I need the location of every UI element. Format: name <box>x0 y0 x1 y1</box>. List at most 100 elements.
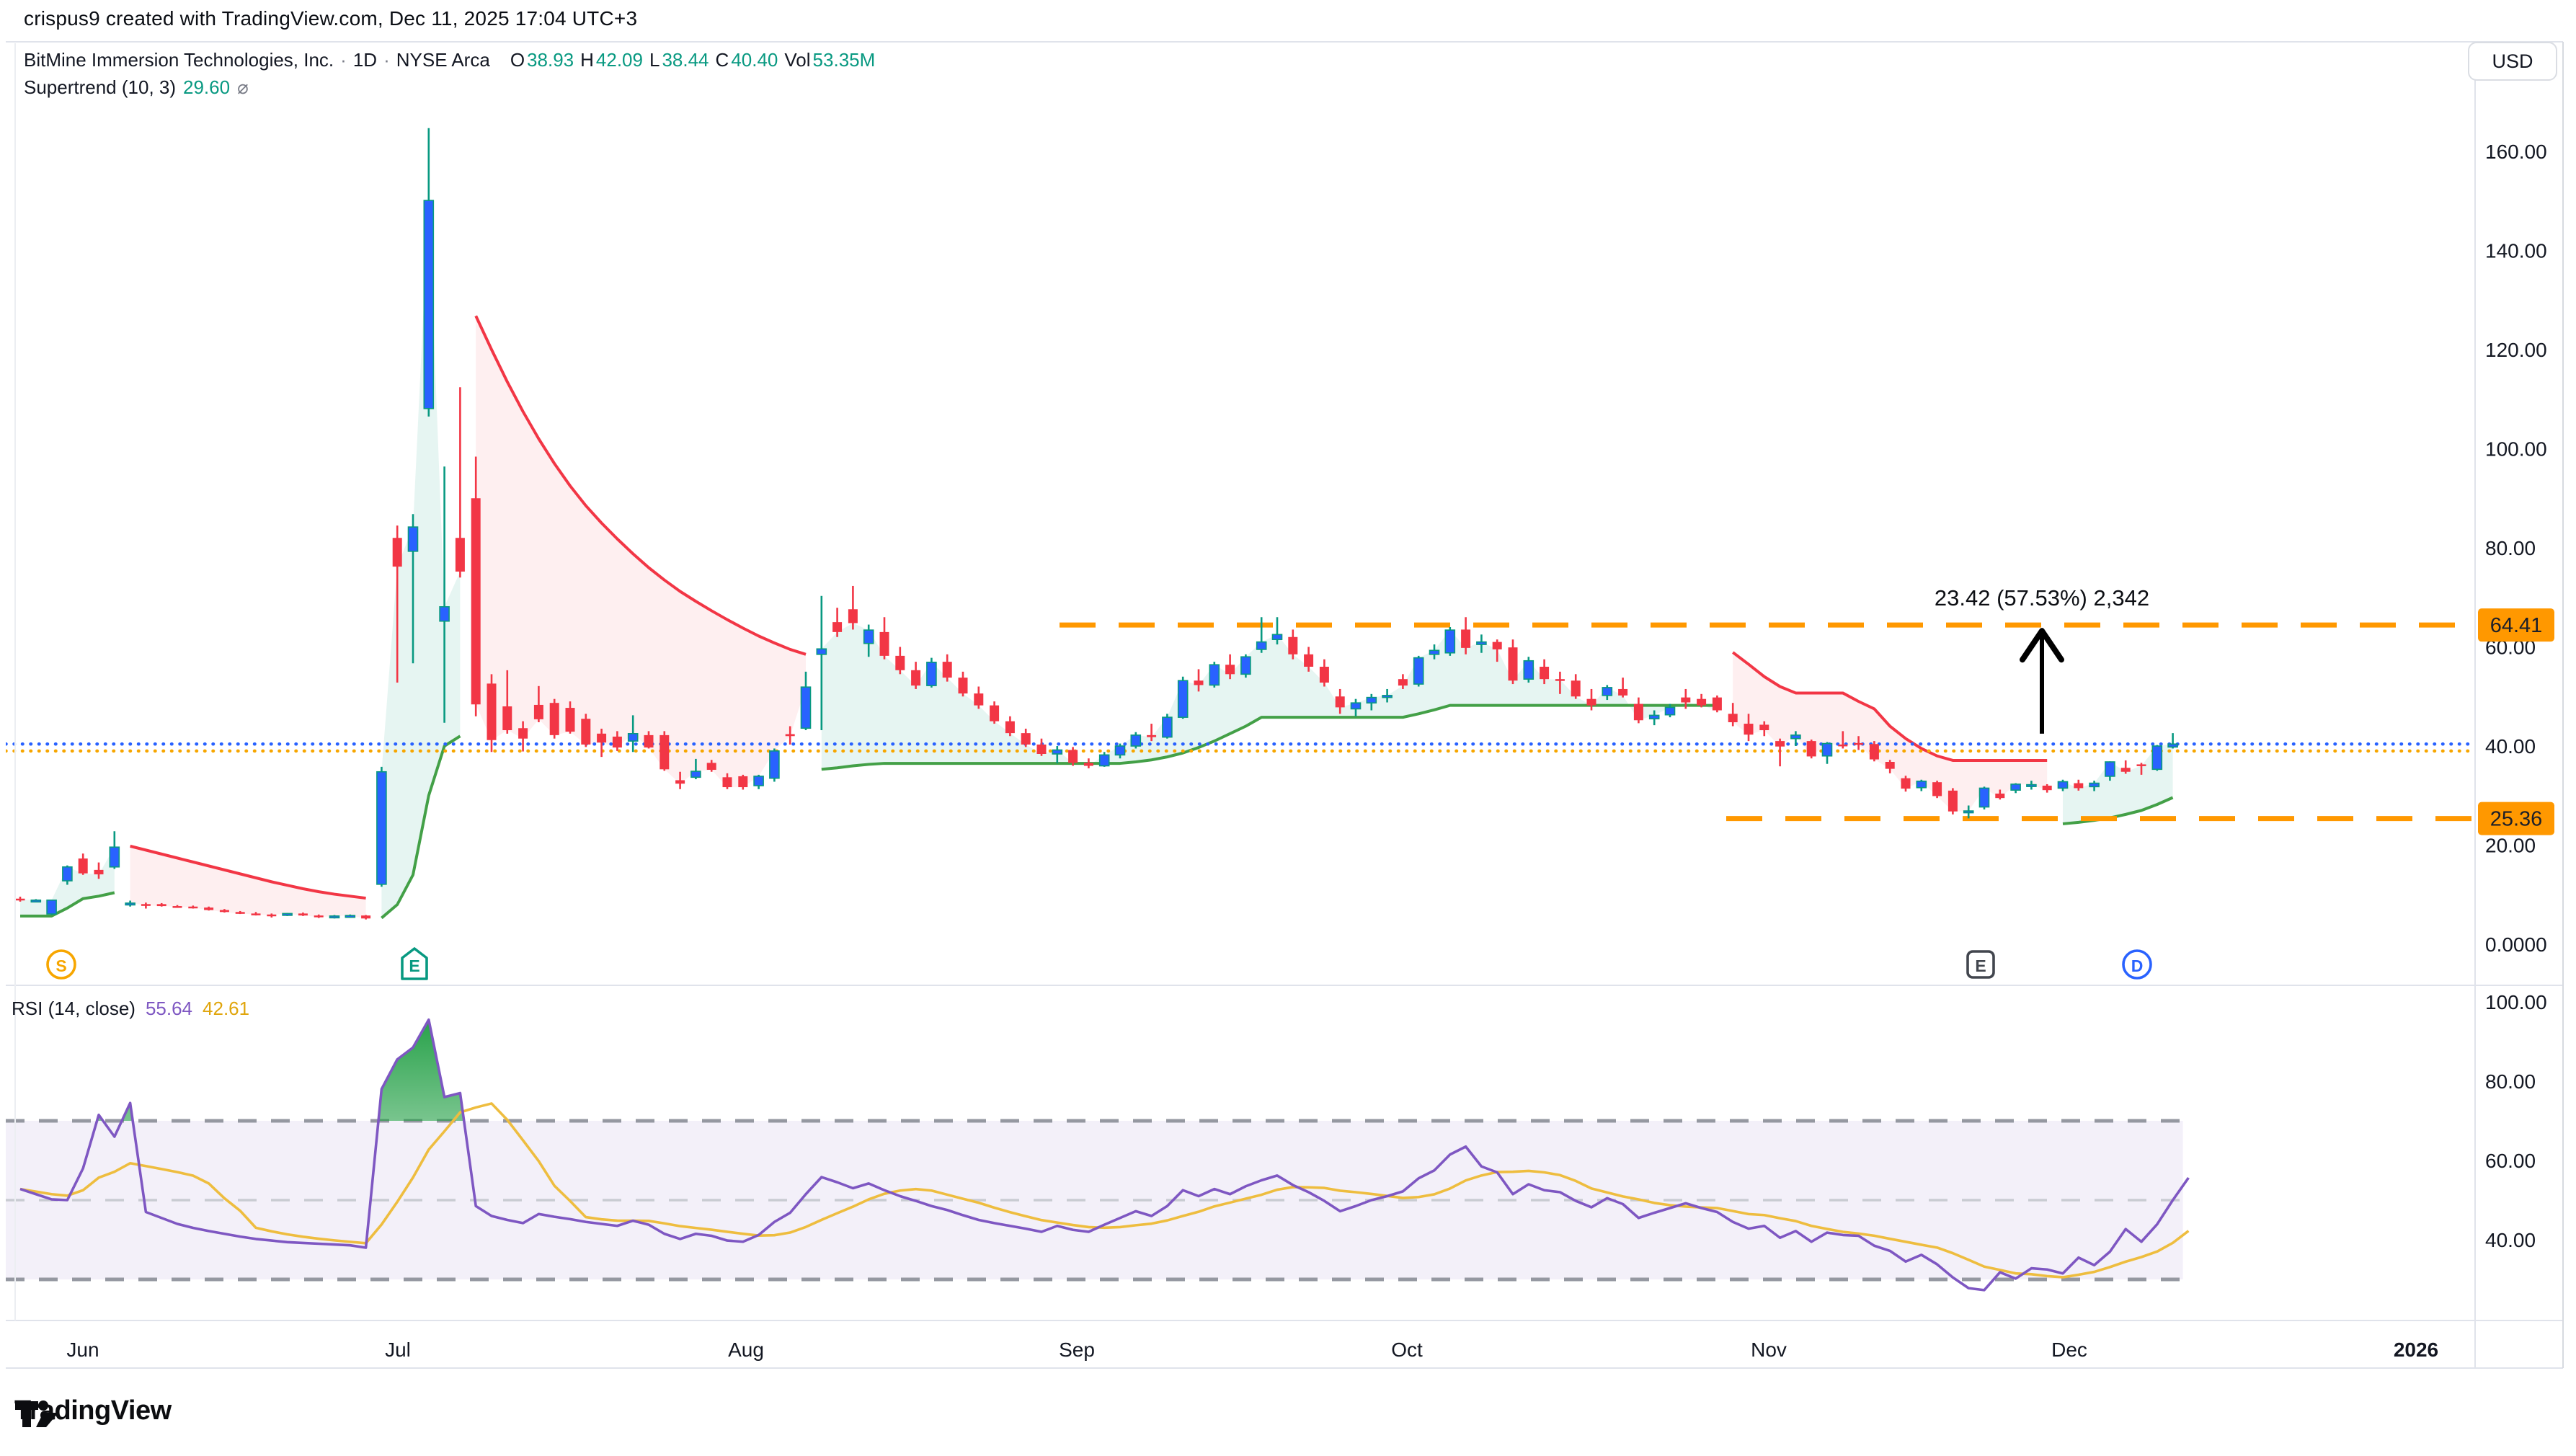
candle-body <box>2120 768 2131 772</box>
candle-body <box>848 609 858 623</box>
candle-body <box>251 913 261 915</box>
candle-body <box>974 693 984 706</box>
supertrend-up-fill <box>821 623 1718 770</box>
rsi-legend[interactable]: RSI (14, close) 55.64 42.61 <box>12 998 249 1020</box>
separator-dot: · <box>383 49 390 71</box>
price-axis-label: 140.00 <box>2485 240 2547 262</box>
supertrend-down-fill <box>130 845 366 919</box>
candle-body <box>1869 744 1879 760</box>
price-axis-label: 160.00 <box>2485 141 2547 163</box>
supertrend-down-line <box>1731 651 2048 762</box>
time-axis-label[interactable]: Oct <box>1391 1339 1423 1361</box>
dividend-badge-letter: D <box>2131 956 2144 975</box>
candle-body <box>675 780 685 784</box>
rsi-name[interactable]: RSI (14, close) <box>12 998 136 1019</box>
candle-body <box>659 734 670 770</box>
candle-body <box>1413 657 1424 685</box>
measure-annotation: 23.42 (57.53%) 2,342 <box>1935 585 2149 611</box>
candle-body <box>2057 781 2069 789</box>
candle-body <box>487 683 497 740</box>
supertrend-name[interactable]: Supertrend (10, 3) <box>24 76 177 98</box>
supertrend-legend[interactable]: Supertrend (10, 3) 29.60 ⌀ <box>24 76 249 99</box>
supertrend-down-fill <box>476 316 806 788</box>
earnings-badge-letter: E <box>409 956 419 975</box>
tradingview-logo[interactable]: TradingView <box>14 1395 172 1427</box>
symbol-title[interactable]: BitMine Immersion Technologies, Inc. <box>24 49 334 71</box>
candle-body <box>1288 636 1298 654</box>
split-badge[interactable]: S <box>46 949 76 980</box>
candle-body <box>1240 656 1251 675</box>
dividend-badge[interactable]: D <box>2122 949 2152 980</box>
price-axis-label: 40.00 <box>2485 735 2536 758</box>
candle-body <box>345 915 356 918</box>
candle-body <box>2026 784 2037 787</box>
candle-body <box>1398 679 1408 686</box>
rsi-panel[interactable] <box>6 1018 2190 1292</box>
candle-body <box>1068 750 1078 763</box>
candle-body <box>204 907 214 910</box>
candle-body <box>1147 734 1157 737</box>
candle-body <box>282 913 293 916</box>
candle-body <box>188 906 198 909</box>
candle-body <box>298 913 308 916</box>
candle-body <box>109 846 120 868</box>
candle-body <box>1162 716 1173 738</box>
candle-body <box>172 906 182 908</box>
candle-body <box>2010 784 2021 791</box>
candle-body <box>1209 664 1220 686</box>
symbol-legend[interactable]: BitMine Immersion Technologies, Inc. · 1… <box>24 49 875 71</box>
candle-body <box>612 736 622 748</box>
time-axis-label[interactable]: Jun <box>66 1339 99 1361</box>
candle-body <box>706 763 716 770</box>
earnings-badge[interactable]: E <box>1966 950 1995 979</box>
disable-indicator-icon[interactable]: ⌀ <box>237 76 249 98</box>
candle-body <box>1350 702 1362 710</box>
candle-body <box>1444 629 1456 654</box>
price-panel[interactable]: 23.42 (57.53%) 2,342 <box>6 128 2475 920</box>
candle-body <box>1130 734 1142 747</box>
rsi-ma-value: 42.61 <box>203 998 250 1019</box>
high-value: 42.09 <box>595 49 643 71</box>
separator-dot: · <box>340 49 347 71</box>
candle-body <box>1821 742 1833 757</box>
page-header: crispus9 created with TradingView.com, D… <box>24 7 638 30</box>
candle-body <box>785 734 795 737</box>
candle-body <box>1461 629 1471 648</box>
candle-body <box>533 704 543 719</box>
candle-body <box>800 686 812 729</box>
time-axis-label[interactable]: Nov <box>1751 1339 1787 1361</box>
candle-body <box>1540 667 1550 680</box>
candle-body <box>1098 754 1110 767</box>
rsi-axis-label: 100.00 <box>2485 991 2547 1013</box>
low-label: L <box>649 49 660 71</box>
candle-body <box>926 662 937 686</box>
candle-body <box>722 777 732 788</box>
candle-body <box>1523 660 1535 680</box>
split-badge-letter: S <box>55 956 66 975</box>
price-level-badge[interactable] <box>2478 802 2554 835</box>
price-axis-label: 120.00 <box>2485 339 2547 361</box>
high-label: H <box>580 49 594 71</box>
earnings-badge-letter: E <box>1975 956 1986 975</box>
low-value: 38.44 <box>662 49 709 71</box>
candle-body <box>1036 744 1047 754</box>
time-axis-label[interactable]: Dec <box>2051 1339 2087 1361</box>
earnings-badge[interactable]: E <box>401 947 428 980</box>
measure-arrow-head <box>2020 628 2064 663</box>
candle-body <box>518 728 528 739</box>
interval-label[interactable]: 1D <box>352 49 378 71</box>
candle-body <box>549 703 559 735</box>
candle-body <box>1759 724 1769 730</box>
time-axis-label[interactable]: Sep <box>1059 1339 1095 1361</box>
price-level-badge[interactable] <box>2478 608 2554 642</box>
currency-button[interactable]: USD <box>2468 42 2557 81</box>
time-axis-label[interactable]: Aug <box>728 1339 764 1361</box>
candle-body <box>78 858 88 874</box>
time-axis-label[interactable]: Jul <box>385 1339 411 1361</box>
time-axis-label[interactable]: 2026 <box>2394 1339 2438 1361</box>
candle-body <box>46 900 57 915</box>
rsi-axis-label: 60.00 <box>2485 1150 2536 1172</box>
supertrend-up-fill <box>381 200 461 918</box>
